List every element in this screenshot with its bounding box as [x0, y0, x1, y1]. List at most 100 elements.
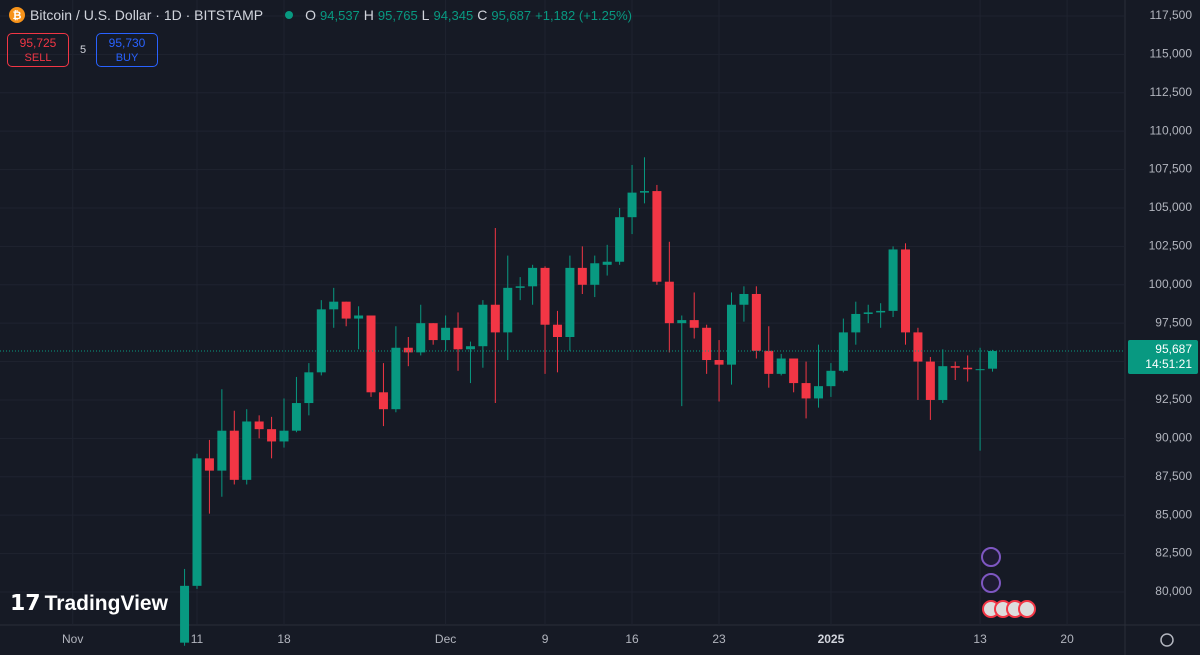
candle-body: [515, 286, 525, 288]
candle-body: [590, 263, 600, 285]
h-key: H: [363, 7, 374, 23]
y-tick-label: 85,000: [1155, 507, 1192, 521]
candle-body: [242, 421, 252, 480]
candle: [254, 415, 264, 439]
candle: [242, 409, 252, 485]
y-tick-label: 102,500: [1149, 239, 1193, 253]
y-tick-label: 100,000: [1149, 277, 1193, 291]
legend-header: ₿ Bitcoin / U.S. Dollar · 1D · BITSTAMP …: [8, 6, 632, 24]
candle-body: [503, 287, 513, 333]
change-value: +1,182 (+1.25%): [535, 7, 632, 23]
x-tick-label: 18: [277, 632, 291, 646]
candle: [540, 266, 550, 374]
candle-body: [254, 421, 264, 430]
candle: [565, 255, 575, 351]
candle: [490, 227, 500, 404]
sell-button[interactable]: 95,725 SELL: [7, 33, 69, 67]
candle: [279, 398, 289, 448]
candle: [913, 327, 923, 400]
y-tick-label: 80,000: [1155, 584, 1192, 598]
spread: 5: [80, 44, 87, 56]
candle-body: [577, 267, 587, 285]
candle-body: [677, 320, 687, 324]
candle: [391, 326, 401, 413]
candle: [478, 300, 488, 368]
candle: [627, 164, 637, 235]
candle-body: [888, 249, 898, 311]
candle-body: [863, 312, 873, 314]
candle-body: [639, 191, 649, 193]
candle-body: [329, 301, 339, 310]
candle: [689, 292, 699, 339]
x-tick-label: 20: [1060, 632, 1074, 646]
close-value: 95,687: [491, 7, 532, 23]
candle-body: [465, 346, 475, 350]
candle-body: [291, 403, 301, 431]
buy-label: BUY: [115, 52, 139, 64]
y-tick-label: 97,500: [1155, 315, 1192, 329]
buy-price: 95,730: [108, 36, 146, 50]
candle-body: [814, 386, 823, 399]
candle: [354, 306, 364, 350]
brand-logo[interactable]: 𝟭𝟳 TradingView: [10, 590, 168, 615]
candle: [975, 347, 985, 451]
event-icon: [981, 547, 1001, 567]
candle-body: [751, 293, 761, 351]
candle-body: [627, 192, 637, 218]
candle: [403, 336, 413, 367]
candle: [515, 277, 525, 301]
candle: [453, 312, 463, 371]
candle-body: [478, 304, 488, 347]
buy-button[interactable]: 95,730 BUY: [96, 33, 158, 67]
candle-body: [403, 347, 413, 353]
sell-label: SELL: [24, 52, 52, 64]
candle: [814, 344, 823, 408]
candle-body: [378, 392, 388, 410]
candle: [291, 376, 301, 433]
candle-body: [938, 366, 948, 400]
candle-body: [702, 327, 712, 361]
candle: [503, 255, 513, 361]
candle-body: [304, 372, 314, 404]
x-tick-label: 9: [542, 632, 549, 646]
candle: [801, 361, 811, 419]
candle-body: [229, 430, 239, 480]
candle: [528, 264, 538, 305]
candle: [441, 315, 451, 351]
candle-body: [217, 430, 227, 471]
candle-body: [975, 369, 985, 371]
candle: [938, 349, 948, 404]
candle: [229, 410, 239, 485]
price-tag: [1128, 340, 1198, 375]
x-tick-label: 16: [625, 632, 639, 646]
candle: [925, 356, 935, 420]
candle-body: [416, 323, 426, 353]
price-tag-label: 95,687: [1155, 342, 1192, 356]
o-key: O: [305, 7, 317, 23]
candle-body: [316, 309, 326, 373]
candle: [615, 207, 625, 265]
candle-body: [913, 332, 923, 362]
candle: [764, 326, 774, 388]
symbol[interactable]: Bitcoin / U.S. Dollar · 1D · BITSTAMP: [30, 7, 264, 23]
candle-body: [963, 367, 973, 370]
candle-body: [441, 327, 451, 341]
svg-text:₿: ₿: [13, 10, 22, 22]
candle: [876, 303, 886, 328]
candle: [316, 300, 326, 376]
event-icon: [981, 573, 1001, 593]
candle: [180, 568, 190, 646]
c-key: C: [477, 7, 488, 23]
candle-body: [652, 191, 662, 282]
candle: [204, 439, 214, 514]
candle-body: [453, 327, 463, 350]
sell-price: 95,725: [19, 36, 57, 50]
candle: [664, 241, 674, 353]
candle: [639, 157, 649, 204]
candle-body: [801, 383, 811, 399]
candle-body: [689, 320, 699, 328]
x-tick-label: Nov: [62, 632, 83, 646]
candle: [826, 363, 836, 397]
candle: [329, 287, 339, 328]
